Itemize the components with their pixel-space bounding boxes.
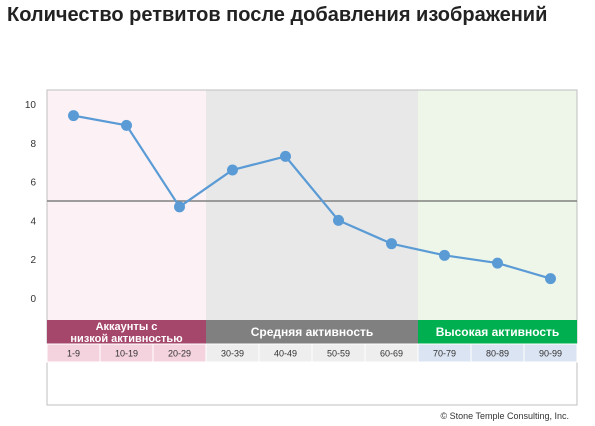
y-tick-label-4: 4	[30, 216, 36, 227]
category-label-9: 90-99	[539, 349, 562, 359]
data-point-8	[492, 257, 503, 269]
category-label-1: 10-19	[115, 349, 138, 359]
group-label-0: Аккаунты с низкой активностью	[70, 321, 182, 345]
copyright-notice: © Stone Temple Consulting, Inc.	[440, 411, 569, 421]
series-line-group	[73, 114, 551, 280]
category-label-0: 1-9	[67, 349, 80, 359]
group-background-1	[206, 90, 418, 320]
data-point-5	[333, 214, 344, 226]
y-tick-label-2: 2	[30, 255, 36, 266]
y-tick-label-8: 8	[30, 139, 36, 150]
group-band-2	[418, 320, 577, 344]
y-tick-label-0: 0	[30, 294, 36, 305]
data-point-2	[174, 201, 185, 213]
category-label-7: 70-79	[433, 349, 456, 359]
series-points	[68, 110, 556, 285]
category-cell-9	[523, 343, 578, 363]
category-label-4: 40-49	[274, 349, 297, 359]
data-point-0	[68, 110, 79, 122]
data-point-9	[545, 273, 556, 285]
group-label-1: Средняя активность	[251, 325, 374, 339]
group-label-2: Высокая активность	[436, 325, 560, 339]
category-label-2: 20-29	[168, 349, 191, 359]
group-band-0	[47, 320, 206, 344]
category-label-8: 80-89	[486, 349, 509, 359]
data-point-7	[439, 249, 450, 261]
data-point-4	[280, 150, 291, 162]
chart-frame	[46, 89, 578, 406]
category-label-5: 50-59	[327, 349, 350, 359]
chart-title: Количество ретвитов после добавления изо…	[7, 4, 548, 26]
data-point-1	[121, 119, 132, 131]
category-row: 1-9 10-19 20-29 30-39 40-49 50-59 60-69 70-79 80…	[46, 343, 578, 363]
category-label-6: 60-69	[380, 349, 403, 359]
y-tick-label-10: 10	[25, 100, 37, 111]
series-line	[73, 114, 551, 280]
data-point-6	[386, 238, 397, 250]
group-background-2	[418, 90, 577, 320]
plot-border	[46, 89, 578, 406]
y-tick-label-6: 6	[30, 178, 36, 189]
group-label-bands: Аккаунты с низкой активностью Средняя акти…	[47, 320, 577, 345]
category-label-3: 30-39	[221, 349, 244, 359]
group-backgrounds	[47, 90, 577, 320]
y-axis-ticks: 0 2 4 6 8 10	[25, 100, 37, 305]
group-band-1	[206, 320, 418, 344]
data-point-3	[227, 164, 238, 176]
